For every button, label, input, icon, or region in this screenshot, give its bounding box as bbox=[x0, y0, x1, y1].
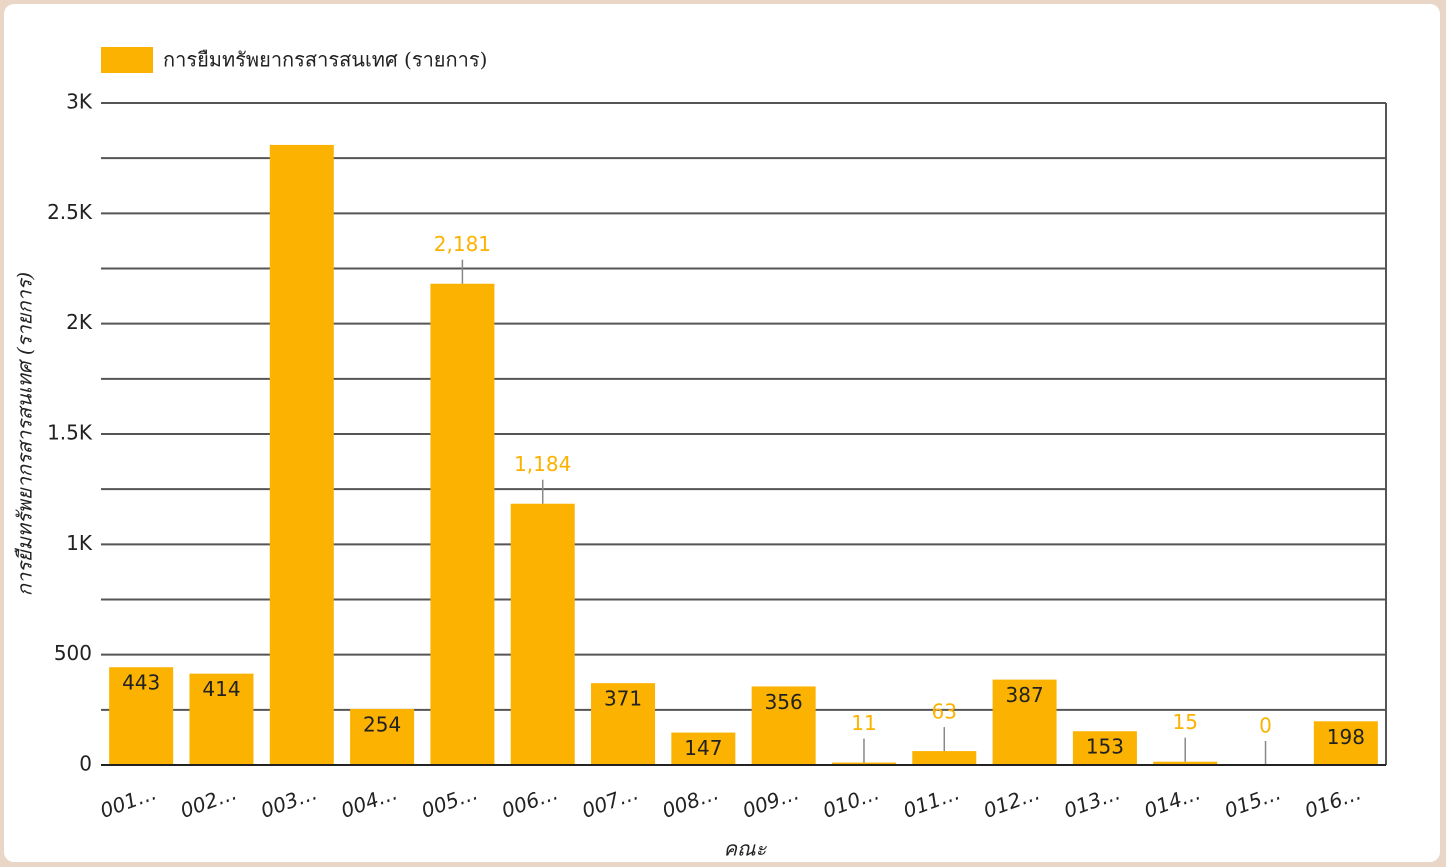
bar bbox=[1153, 761, 1218, 765]
bar bbox=[189, 673, 254, 765]
bar bbox=[751, 686, 816, 765]
bar bbox=[109, 667, 174, 765]
x-tick-label: 013… bbox=[1061, 780, 1124, 822]
value-label: 371 bbox=[604, 687, 642, 711]
x-tick-label: 016… bbox=[1302, 780, 1365, 822]
legend-swatch bbox=[101, 47, 153, 73]
y-tick-label: 2.5K bbox=[47, 200, 93, 224]
y-tick-label: 0 bbox=[79, 752, 92, 776]
x-tick-label: 012… bbox=[980, 780, 1043, 822]
y-tick-label: 1K bbox=[66, 531, 93, 555]
x-tick-label: 009… bbox=[739, 780, 802, 822]
x-tick-label: 014… bbox=[1141, 780, 1204, 822]
value-label: 11 bbox=[851, 711, 876, 735]
x-axis-label: คณะ bbox=[724, 837, 768, 861]
value-label: 0 bbox=[1259, 714, 1272, 738]
value-label: 153 bbox=[1086, 735, 1124, 759]
value-label: 15 bbox=[1172, 710, 1197, 734]
x-tick-label: 010… bbox=[820, 780, 883, 822]
value-label: 2,181 bbox=[434, 232, 491, 256]
value-label: 387 bbox=[1006, 683, 1044, 707]
bar bbox=[591, 683, 656, 765]
bar bbox=[912, 751, 977, 765]
x-tick-label: 011… bbox=[900, 780, 963, 822]
x-tick-label: 008… bbox=[659, 780, 722, 822]
value-label: 356 bbox=[765, 690, 803, 714]
x-tick-label: 005… bbox=[418, 780, 481, 822]
x-tick-label: 004… bbox=[338, 780, 401, 822]
bar bbox=[269, 144, 334, 766]
y-tick-label: 1.5K bbox=[47, 421, 93, 445]
x-tick-label: 001… bbox=[97, 780, 160, 822]
bar bbox=[671, 732, 736, 765]
bar bbox=[430, 283, 495, 765]
value-label: 63 bbox=[932, 700, 957, 724]
value-label: 254 bbox=[363, 712, 401, 736]
value-label: 443 bbox=[122, 671, 160, 695]
value-label: 198 bbox=[1327, 725, 1365, 749]
bar bbox=[510, 503, 575, 765]
bar bbox=[992, 679, 1057, 765]
legend-label: การยืมทรัพยากรสารสนเทศ (รายการ) bbox=[163, 48, 487, 72]
x-tick-label: 003… bbox=[257, 780, 320, 822]
y-tick-label: 3K bbox=[66, 90, 93, 114]
bar bbox=[350, 708, 415, 765]
y-tick-label: 2K bbox=[66, 310, 93, 334]
x-tick-label: 002… bbox=[177, 780, 240, 822]
bar bbox=[1313, 721, 1378, 765]
value-label: 414 bbox=[202, 677, 240, 701]
value-label: 1,184 bbox=[514, 452, 571, 476]
y-axis-label: การยืมทรัพยากรสารสนเทศ (รายการ) bbox=[13, 272, 37, 596]
value-label: 147 bbox=[684, 736, 722, 760]
bar bbox=[831, 762, 896, 765]
x-tick-label: 015… bbox=[1221, 780, 1284, 822]
x-tick-label: 006… bbox=[498, 780, 561, 822]
y-tick-label: 500 bbox=[54, 641, 92, 665]
bar bbox=[1072, 731, 1137, 765]
x-tick-label: 007… bbox=[579, 780, 642, 822]
